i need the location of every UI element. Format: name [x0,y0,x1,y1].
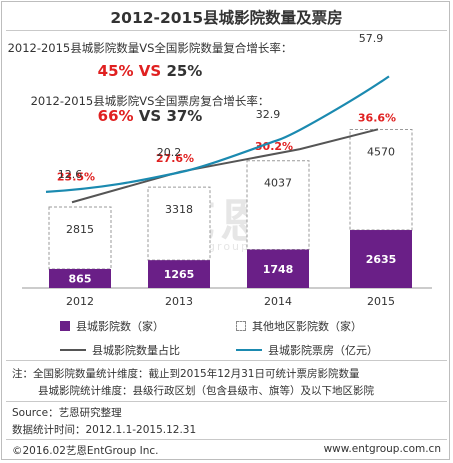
data-label-share-2013: 27.6% [156,152,194,165]
data-label-other-2014: 4037 [264,177,292,190]
data-label-county-2014: 1748 [263,263,294,276]
source-divider [6,401,447,402]
growth-values-cinemas: 45% VS 25% [0,62,300,80]
data-label-share-2014: 30.2% [255,140,293,153]
bar-county-2013 [148,260,210,288]
period-text: 数据统计时间：2012.1.1-2015.12.31 [12,424,197,436]
legend-county-cinemas: 县城影院数（家） [60,318,164,334]
growth-cinemas-national: 25% [166,62,203,80]
data-label-county-2012: 865 [69,272,92,285]
growth-label-boxoffice: 2012-2015县城影院VS全国票房复合增长率： [30,94,270,108]
legend-swatch-county [60,321,70,331]
bar-county-2014 [247,249,309,288]
legend-label-share: 县城影院数量占比 [92,344,180,357]
x-tick-2014: 2014 [264,295,292,308]
data-label-other-2013: 3318 [165,203,193,216]
legend-swatch-share [60,349,86,351]
growth-boxoffice-county: 66% [97,107,134,125]
growth-label-cinemas: 2012-2015县城影院数量VS全国影院数量复合增长率： [7,41,293,55]
data-label-boxoffice-2013: 20.2 [157,146,182,159]
legend-swatch-other [236,321,246,331]
data-label-other-2012: 2815 [66,223,94,236]
data-label-county-2013: 1265 [164,268,195,281]
growth-cinemas-vs: VS [138,62,162,80]
title-divider [6,30,447,31]
data-label-county-2015: 2635 [366,253,397,266]
series-line-boxoffice [45,75,390,193]
bar-other-2014 [246,160,310,251]
legend-label-other: 其他地区影院数（家） [252,320,362,333]
legend-label-county: 县城影院数（家） [76,320,164,333]
legend-label-boxoffice: 县城影院票房（亿元） [268,344,378,357]
x-tick-2012: 2012 [66,295,94,308]
bar-county-2012 [49,268,111,288]
growth-values-boxoffice: 66% VS 37% [0,107,300,125]
data-label-boxoffice-2012: 12.6 [58,168,83,181]
note-line-2: 县城影院统计维度：县级行政区划（包含县级市、旗等）及以下地区影院 [38,385,374,397]
copyright-text: ©2016.02艺恩EntGroup Inc. [12,445,159,457]
bar-other-2015 [349,128,413,231]
notes-divider [6,360,447,361]
legend-other-cinemas: 其他地区影院数（家） [236,318,362,334]
legend-swatch-boxoffice [236,349,262,351]
data-label-other-2015: 4570 [367,145,395,158]
data-label-share-2015: 36.6% [358,111,396,124]
source-text: Source：艺恩研究整理 [12,407,122,419]
data-label-boxoffice-2015: 57.9 [359,32,384,45]
data-label-share-2012: 23.5% [57,170,95,183]
growth-boxoffice-vs: VS [138,107,162,125]
growth-boxoffice-national: 37% [166,107,203,125]
x-tick-2015: 2015 [367,295,395,308]
note-line-1: 注：全国影院数量统计维度：截止到2015年12月31日可统计票房影院数量 [12,368,360,380]
bar-other-2012 [48,206,112,270]
bar-county-2015 [350,230,412,288]
footer-divider [6,439,447,440]
website-text: www.entgroup.com.cn [323,443,441,455]
x-tick-2013: 2013 [165,295,193,308]
chart-title: 2012-2015县城影院数量及票房 [110,9,343,27]
growth-cinemas-county: 45% [97,62,134,80]
data-label-boxoffice-2014: 32.9 [256,108,281,121]
legend-boxoffice: 县城影院票房（亿元） [236,342,378,358]
bar-other-2013 [147,186,211,261]
series-line-share [71,128,379,204]
legend-share: 县城影院数量占比 [60,342,180,358]
